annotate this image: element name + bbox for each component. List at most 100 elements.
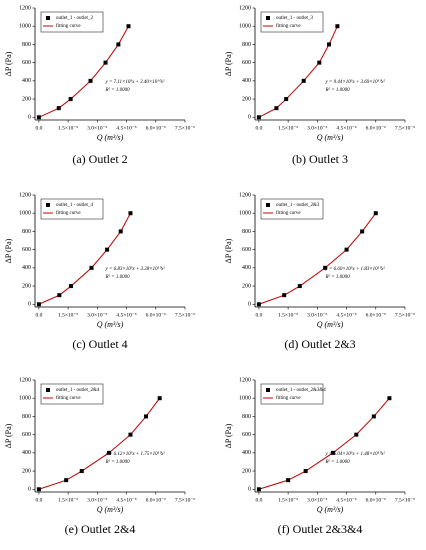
fit-curve: [258, 212, 377, 305]
y-tick-label: 1200: [239, 377, 251, 383]
x-axis-label: Q (m³/s): [317, 133, 344, 142]
annotation: y = 6.83×10⁵x + 3.28×10¹⁰x²: [105, 266, 166, 272]
y-tick-label: 600: [22, 247, 31, 253]
y-tick-label: 1000: [19, 211, 31, 217]
caption: (e) Outlet 2&4: [65, 522, 136, 536]
caption: (d) Outlet 2&3: [284, 337, 355, 351]
fit-curve: [38, 25, 129, 118]
data-point: [69, 284, 74, 289]
legend-marker: [266, 203, 270, 207]
annotation: y = 6.04×10⁵x + 1.48×10¹⁰x²: [325, 451, 386, 457]
x-tick-label: 3.0×10⁻⁶: [307, 125, 327, 131]
y-tick-label: 200: [22, 468, 31, 474]
y-tick-label: 400: [22, 78, 31, 84]
legend-marker: [46, 388, 50, 392]
legend-box: [260, 383, 324, 405]
data-point: [317, 60, 322, 65]
legend-label: fitting curve: [276, 211, 301, 216]
data-point: [128, 211, 133, 216]
y-tick-label: 1200: [19, 192, 31, 198]
y-tick-label: 0: [248, 487, 251, 493]
data-point: [284, 97, 289, 102]
legend-label: fitting curve: [56, 24, 81, 29]
y-tick-label: 1000: [239, 396, 251, 402]
data-point: [360, 229, 365, 234]
y-tick-label: 0: [28, 487, 31, 493]
legend-marker: [46, 203, 50, 207]
legend-marker: [266, 16, 270, 20]
data-point: [327, 42, 332, 47]
legend-box: [260, 11, 324, 33]
y-tick-label: 600: [242, 432, 251, 438]
legend-label: outlet_1 - outlet_2&4: [56, 388, 100, 393]
y-tick-label: 800: [22, 414, 31, 420]
data-point: [157, 396, 162, 401]
y-tick-label: 800: [242, 229, 251, 235]
x-tick-label: 6.0×10⁻⁶: [146, 497, 166, 503]
x-tick-label: 7.5×10⁻⁶: [395, 312, 415, 318]
data-point: [371, 414, 376, 419]
x-tick-label: 3.0×10⁻⁶: [307, 312, 327, 318]
data-point: [126, 24, 131, 29]
y-tick-label: 200: [242, 96, 251, 102]
caption: (f) Outlet 2&3&4: [278, 522, 363, 536]
y-tick-label: 1000: [239, 24, 251, 30]
x-axis-label: Q (m³/s): [97, 320, 124, 329]
y-tick-label: 800: [22, 42, 31, 48]
y-tick-label: 800: [22, 229, 31, 235]
data-point: [79, 469, 84, 474]
x-tick-label: 0.0: [255, 312, 262, 318]
data-point: [256, 302, 261, 307]
panel: 0 200 400 600 800 1000 1200 0.0 1.5×10⁻⁶ 3.0×10⁻⁶…: [4, 192, 195, 350]
y-tick-label: 1000: [239, 211, 251, 217]
fit-curve: [258, 26, 338, 118]
x-tick-label: 4.5×10⁻⁶: [336, 125, 356, 131]
legend-marker: [46, 16, 50, 20]
x-tick-label: 0.0: [35, 497, 42, 503]
data-point: [105, 247, 110, 252]
legend-label: outlet_1 - outlet_2&3: [276, 203, 320, 208]
x-tick-label: 1.5×10⁻⁶: [278, 125, 298, 131]
data-point: [282, 293, 287, 298]
data-point: [103, 60, 108, 65]
x-tick-label: 4.5×10⁻⁶: [336, 312, 356, 318]
x-tick-label: 4.5×10⁻⁶: [336, 497, 356, 503]
x-axis-label: Q (m³/s): [97, 505, 124, 514]
panel: 0 200 400 600 800 1000 1200 0.0 1.5×10⁻⁶ 3.0×10⁻⁶…: [224, 5, 415, 165]
x-tick-label: 6.0×10⁻⁶: [146, 312, 166, 318]
annotation: R² = 1.0000: [105, 459, 131, 465]
y-tick-label: 400: [242, 450, 251, 456]
data-point: [68, 97, 73, 102]
x-tick-label: 1.5×10⁻⁶: [278, 312, 298, 318]
legend-label: fitting curve: [276, 24, 301, 29]
data-point: [128, 432, 133, 437]
y-tick-label: 800: [242, 42, 251, 48]
legend-box: [40, 383, 104, 405]
data-point: [301, 78, 306, 83]
y-axis-label: ΔP (Pa): [224, 423, 233, 448]
y-tick-label: 800: [242, 414, 251, 420]
legend-label: fitting curve: [56, 211, 81, 216]
x-tick-label: 1.5×10⁻⁶: [58, 497, 78, 503]
y-tick-label: 0: [28, 302, 31, 308]
data-point: [387, 396, 392, 401]
x-tick-label: 3.0×10⁻⁶: [87, 497, 107, 503]
data-point: [64, 478, 69, 483]
data-point: [36, 487, 41, 492]
x-tick-label: 7.5×10⁻⁶: [395, 497, 415, 503]
data-point: [344, 247, 349, 252]
x-tick-label: 0.0: [255, 497, 262, 503]
y-tick-label: 0: [248, 115, 251, 121]
y-tick-label: 1200: [19, 377, 31, 383]
legend-label: outlet_1 - outlet_4: [56, 203, 93, 208]
annotation: R² = 1.0000: [325, 87, 351, 93]
y-tick-label: 1000: [19, 396, 31, 402]
legend-label: outlet_1 - outlet_2: [56, 16, 93, 21]
y-tick-label: 1200: [239, 192, 251, 198]
x-tick-label: 4.5×10⁻⁶: [116, 312, 136, 318]
y-axis-label: ΔP (Pa): [224, 51, 233, 76]
x-tick-label: 0.0: [35, 312, 42, 318]
data-point: [335, 24, 340, 29]
data-point: [36, 115, 41, 120]
